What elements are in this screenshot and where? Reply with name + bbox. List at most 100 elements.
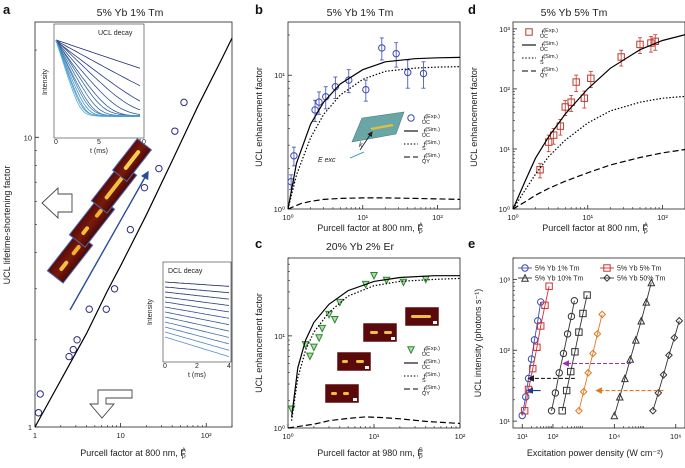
x-tick-label: 10²: [455, 432, 466, 441]
legend-label: f(Sim.) QY: [422, 153, 440, 165]
data-point: [651, 37, 659, 46]
series-line-0: [521, 301, 542, 416]
data-point: [567, 367, 575, 376]
dcl-decay-curve: [164, 301, 230, 313]
data-point: [555, 369, 563, 377]
data-point: [522, 393, 530, 401]
y-tick-label: 10⁰: [274, 424, 285, 433]
panel-label-d: d: [468, 2, 476, 17]
legend-label: 5% Yb 10% Tm: [535, 276, 584, 283]
data-point: [620, 374, 629, 383]
ucl-decay-xtick-0: 0: [54, 139, 58, 146]
panel-c-data: [287, 271, 461, 429]
panel-e-xlabel: Excitation power density (W cm⁻²): [527, 448, 663, 458]
dcl-decay-curve: [164, 286, 230, 294]
wavevector-label: k: [359, 142, 363, 149]
x-tick-label: 10¹: [582, 213, 593, 222]
panel-b-ticks: 10⁰ 10¹ 10² 10⁰ 10¹: [274, 34, 461, 222]
dcl-decay-xtick-1: 2: [195, 363, 199, 370]
data-point: [593, 329, 602, 338]
panel-e-legend: 5% Yb 1% Tm 5% Yb 5% Tm 5% Yb 10% Tm 5% Yb …: [518, 264, 666, 283]
data-point: [171, 127, 179, 135]
x-tick-label: 10⁶: [670, 432, 681, 441]
data-point: [559, 349, 568, 358]
panel-a-ticks: 1 10 10² 1 10: [24, 49, 233, 440]
data-point: [547, 407, 556, 415]
legend-marker: [520, 273, 530, 282]
data-point: [404, 68, 412, 77]
legend-marker: [521, 264, 529, 272]
y-tick-label: 10¹: [499, 417, 510, 426]
y-tick-label: 10¹: [274, 71, 285, 80]
panel-c-frame: [287, 257, 461, 429]
data-point: [570, 296, 579, 305]
data-point: [670, 333, 679, 342]
panel-b-data: [287, 37, 461, 210]
data-point: [537, 322, 545, 330]
data-point: [659, 370, 668, 379]
y-tick-label: 10³: [499, 275, 510, 284]
panel-a-ylabel: UCL lifetime-shortening factor: [2, 166, 12, 285]
panel-label-a: a: [3, 2, 11, 17]
dcl-decay-ylabel: Intensity: [147, 298, 154, 325]
series-line-3: [561, 295, 588, 411]
data-point: [558, 407, 566, 415]
dcl-decay-curve: [164, 326, 230, 345]
data-point: [631, 335, 640, 344]
data-point: [305, 352, 314, 361]
legend-marker: [406, 346, 416, 355]
legend-label: f(Exp.) UC: [540, 28, 558, 40]
ucl-decay-curve: [55, 40, 141, 115]
data-point: [647, 39, 655, 47]
x-tick-label: 10²: [657, 213, 668, 222]
dcl-decay-curve: [164, 321, 230, 338]
panel-d: 5% Yb 5% Tm 10⁰ 10¹ 10² 10⁰ 10¹ 10² 10³ Purcel…: [469, 7, 685, 236]
legend-label: f(Sim.) QY: [540, 67, 558, 79]
panel-c: 20% Yb 2% Er 10⁰ 10¹ 10² 10⁰ 10¹ Purcell fac…: [254, 241, 466, 461]
dcl-decay-curve: [164, 331, 230, 351]
data-point: [378, 44, 386, 52]
series-line-1: [34, 37, 233, 428]
y-tick-label: 10⁰: [499, 205, 510, 214]
data-point: [541, 301, 549, 310]
data-point: [529, 364, 537, 373]
legend-label: 5% Yb 50% Tm: [617, 276, 666, 283]
data-point: [648, 406, 657, 415]
panel-e-data: [518, 278, 684, 420]
panel-b-xlabel: Purcell factor at 800 nm, FA P: [317, 223, 423, 236]
x-tick-label: 10¹: [517, 432, 528, 441]
legend-label: f(Exp.) UC: [422, 114, 440, 126]
data-point: [571, 348, 579, 356]
panel-d-ylabel: UCL enhancement factor: [469, 67, 479, 167]
data-point: [580, 94, 589, 102]
panel-a-title: 5% Yb 1% Tm: [97, 7, 164, 19]
data-point: [533, 343, 541, 352]
legend-label: f(Sim.) S: [540, 54, 558, 66]
data-point: [36, 390, 44, 398]
x-tick-label: 10¹: [357, 213, 368, 222]
series-line-5: [652, 320, 680, 411]
x-tick-label: 10²: [432, 213, 443, 222]
nanorod-schematic-inset: k E exc: [318, 111, 405, 164]
panel-e-ylabel: UCL intensity (photons s⁻¹): [473, 289, 483, 397]
legend-marker: [525, 28, 533, 36]
y-tick-label: 10: [24, 133, 32, 142]
data-point: [315, 334, 324, 343]
data-point: [85, 305, 93, 313]
data-point: [636, 40, 644, 49]
dcl-decay-curve: [164, 316, 230, 332]
x-tick-label: 10⁰: [507, 213, 518, 222]
nanorod-micrographs: [46, 137, 153, 311]
data-point: [419, 69, 428, 78]
data-point: [34, 409, 43, 417]
panel-d-legend: f(Exp.) UCf(Sim.) UCf(Sim.) Sf(Sim.) QY: [522, 28, 558, 79]
dcl-decay-curve: [164, 281, 230, 287]
data-point: [73, 336, 81, 344]
series-line-6: [578, 314, 603, 411]
panel-a-data: [34, 37, 233, 428]
series-line-1: [291, 275, 460, 418]
data-point: [562, 386, 571, 395]
data-point: [530, 336, 539, 344]
panel-c-ylabel: UCL enhancement factor: [254, 293, 264, 393]
